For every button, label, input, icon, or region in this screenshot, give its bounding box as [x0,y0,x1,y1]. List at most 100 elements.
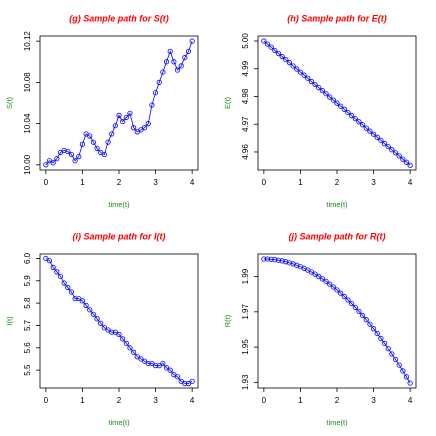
panel-title: (h) Sample path for E(t) [287,13,387,23]
x-axis-label: time(t) [108,418,130,427]
series-line [263,40,411,166]
x-tick-label: 3 [371,178,376,187]
data-point [363,125,369,131]
y-tick-label: 5.7 [23,319,32,331]
data-point [396,362,402,368]
data-point [349,113,355,119]
data-point [392,356,399,363]
data-point [112,123,118,129]
data-point [407,162,413,168]
data-point [381,340,388,346]
data-point [79,141,86,147]
data-point [105,139,111,145]
data-point [171,371,177,378]
x-tick-label: 3 [153,396,158,405]
data-point [178,63,184,69]
y-tick-label: 10.08 [23,72,32,93]
y-tick-label: 1.97 [241,303,250,319]
data-point [338,290,344,296]
data-point [120,336,126,342]
data-point [79,298,86,304]
data-point [94,316,100,322]
y-tick-label: 5.00 [241,33,250,49]
data-point [290,63,296,69]
data-point [163,365,170,371]
data-point [90,139,96,145]
x-tick-label: 0 [262,178,267,187]
data-point [156,363,162,369]
data-point [105,327,111,333]
data-point [152,363,159,369]
data-point [286,60,293,66]
data-point [403,159,410,165]
data-point [68,289,75,295]
data-point [275,257,282,263]
data-point [72,158,78,164]
data-point [370,131,377,137]
y-tick-label: 5.5 [23,364,32,376]
data-point [338,103,344,109]
data-point [65,284,71,291]
data-point [312,81,318,88]
panel: (j) Sample path for R(t) time(t) R(t) 0 1 2 3 4… [223,231,417,427]
data-point [378,137,384,143]
data-point [345,297,351,303]
data-point [367,321,373,327]
data-point [160,69,166,75]
panel-title: (j) Sample path for R(t) [289,231,386,241]
data-point [323,278,329,284]
data-point [189,38,195,44]
data-point [378,335,384,342]
data-point [370,326,377,332]
x-tick-label: 1 [298,396,303,405]
data-point [54,156,60,162]
data-point [279,53,285,60]
data-point [272,257,278,263]
data-point [327,281,333,287]
y-tick-label: 1.95 [241,339,250,355]
data-point [279,258,285,264]
y-axis-label: S(t) [5,96,14,109]
data-point [374,330,380,337]
data-point [174,374,181,380]
data-point [407,380,413,386]
data-point [261,38,267,44]
x-tick-label: 1 [298,178,303,187]
data-point [50,264,56,270]
data-point [123,114,129,121]
data-point [345,109,351,116]
data-point [389,147,395,153]
x-tick-label: 2 [117,178,122,187]
y-tick-label: 6.0 [23,252,32,264]
data-point [264,41,271,47]
data-point [330,284,336,290]
data-point [297,69,304,75]
data-point [323,91,329,97]
panel: (g) Sample path for S(t) time(t) S(t) 0 1 2 3 4… [5,13,199,209]
x-tick-label: 1 [80,178,85,187]
data-point [138,356,144,362]
data-point [334,287,340,293]
data-point [109,131,115,137]
data-point [182,380,188,387]
data-point [381,141,388,147]
data-point [301,72,307,78]
data-point [142,125,148,131]
data-point [316,85,322,91]
data-point [294,66,300,72]
data-point [61,147,67,154]
panel: (i) Sample path for I(t) time(t) I(t) 0 1 2 3 4… [5,231,199,427]
data-point [101,325,107,331]
data-point [87,133,93,139]
data-point [101,151,107,158]
data-point [149,360,155,367]
data-point [145,360,151,367]
data-point [349,300,355,307]
data-point [334,100,340,106]
data-point [134,354,140,360]
data-point [57,273,64,279]
data-point [341,293,347,300]
x-axis-label: time(t) [108,200,130,209]
data-point [403,374,410,380]
data-point [61,280,67,286]
